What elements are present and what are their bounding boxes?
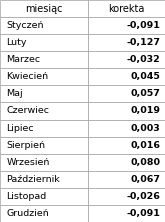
Bar (88, 85, 165, 103)
Bar (0, 188, 88, 205)
Text: miesiąc: miesiąc (25, 4, 63, 14)
Text: Styczeń: Styczeń (7, 21, 44, 30)
Text: korekta: korekta (108, 4, 145, 14)
Text: Czerwiec: Czerwiec (7, 107, 50, 115)
Bar (88, 171, 165, 188)
Bar (0, 68, 88, 85)
Text: -0,032: -0,032 (126, 55, 160, 64)
Bar (88, 17, 165, 34)
Bar (0, 103, 88, 119)
Bar (88, 188, 165, 205)
Bar (0, 171, 88, 188)
Bar (88, 51, 165, 68)
Bar (88, 119, 165, 137)
Text: Marzec: Marzec (7, 55, 41, 64)
Text: Październik: Październik (7, 175, 60, 184)
Text: Lipiec: Lipiec (7, 124, 34, 133)
Bar (0, 85, 88, 103)
Text: 0,003: 0,003 (130, 124, 160, 133)
Text: 0,080: 0,080 (130, 158, 160, 167)
Bar (88, 0, 165, 17)
Bar (88, 205, 165, 222)
Bar (0, 137, 88, 154)
Bar (0, 0, 88, 17)
Text: Sierpień: Sierpień (7, 141, 46, 150)
Text: Grudzień: Grudzień (7, 209, 49, 218)
Text: 0,016: 0,016 (130, 141, 160, 150)
Bar (0, 205, 88, 222)
Text: -0,026: -0,026 (126, 192, 160, 201)
Bar (0, 154, 88, 171)
Bar (88, 34, 165, 51)
Text: Kwiecień: Kwiecień (7, 72, 49, 81)
Text: -0,091: -0,091 (126, 209, 160, 218)
Bar (0, 51, 88, 68)
Text: Listopad: Listopad (7, 192, 47, 201)
Bar (0, 17, 88, 34)
Text: 0,019: 0,019 (130, 107, 160, 115)
Text: 0,067: 0,067 (130, 175, 160, 184)
Text: Luty: Luty (7, 38, 27, 47)
Text: -0,091: -0,091 (126, 21, 160, 30)
Bar (88, 103, 165, 119)
Bar (88, 137, 165, 154)
Bar (88, 68, 165, 85)
Text: Maj: Maj (7, 89, 23, 98)
Text: 0,057: 0,057 (130, 89, 160, 98)
Bar (0, 119, 88, 137)
Bar (0, 34, 88, 51)
Text: 0,045: 0,045 (130, 72, 160, 81)
Text: -0,127: -0,127 (126, 38, 160, 47)
Text: Wrzesień: Wrzesień (7, 158, 50, 167)
Bar (88, 154, 165, 171)
